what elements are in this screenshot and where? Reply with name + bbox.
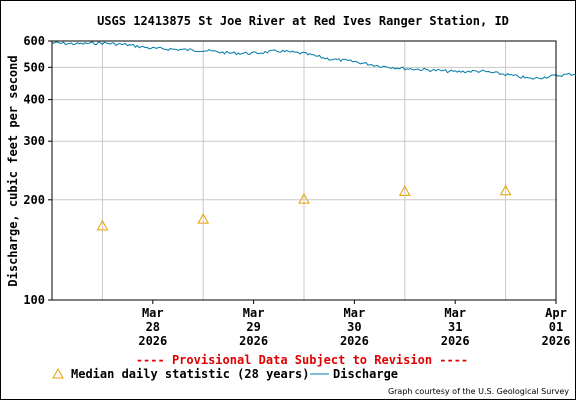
- x-tick-label: 2026: [542, 334, 571, 348]
- legend-median-label: Median daily statistic (28 years): [71, 367, 309, 381]
- provisional-warning: ---- Provisional Data Subject to Revisio…: [136, 353, 468, 367]
- median-triangle-marker: [298, 193, 310, 204]
- discharge-line: [51, 41, 576, 80]
- credit-text: Graph courtesy of the U.S. Geological Su…: [388, 387, 569, 396]
- x-tick-label: 2026: [340, 334, 369, 348]
- x-tick-label: Mar: [142, 306, 164, 320]
- y-tick-label: 200: [23, 193, 45, 207]
- x-tick-label: 29: [246, 320, 260, 334]
- x-tick-label: 2026: [441, 334, 470, 348]
- median-triangle-marker: [197, 213, 210, 224]
- x-axis-ticks: Mar282026Mar292026Mar302026Mar312026Apr0…: [138, 300, 570, 348]
- median-triangle-marker: [96, 219, 109, 231]
- x-tick-label: Apr: [545, 306, 567, 320]
- y-tick-label: 400: [23, 93, 45, 107]
- median-series: [96, 184, 512, 231]
- legend-discharge-label: Discharge: [333, 367, 398, 381]
- x-tick-label: Mar: [344, 306, 366, 320]
- legend: Median daily statistic (28 years) Discha…: [52, 367, 398, 381]
- y-axis-ticks: 100 200 300 400 500 600: [23, 34, 52, 307]
- plot-border: [51, 40, 557, 301]
- y-axis-label: Discharge, cubic feet per second: [6, 55, 20, 286]
- x-tick-label: 2026: [138, 334, 167, 348]
- chart-title: USGS 12413875 St Joe River at Red Ives R…: [97, 14, 509, 28]
- x-tick-label: 2026: [239, 334, 268, 348]
- y-tick-label: 500: [23, 60, 45, 74]
- y-tick-label: 300: [23, 134, 45, 148]
- legend-triangle-icon: [52, 367, 64, 379]
- grid-lines: [52, 41, 556, 300]
- median-triangle-marker: [499, 184, 512, 196]
- median-triangle-marker: [398, 185, 411, 196]
- y-tick-label: 600: [23, 34, 45, 48]
- x-tick-label: 28: [146, 320, 160, 334]
- x-tick-label: 30: [347, 320, 361, 334]
- x-tick-label: Mar: [444, 306, 466, 320]
- discharge-series: [51, 41, 576, 80]
- x-tick-label: Mar: [243, 306, 265, 320]
- x-tick-label: 01: [549, 320, 563, 334]
- x-tick-label: 31: [448, 320, 462, 334]
- y-tick-label: 100: [23, 293, 45, 307]
